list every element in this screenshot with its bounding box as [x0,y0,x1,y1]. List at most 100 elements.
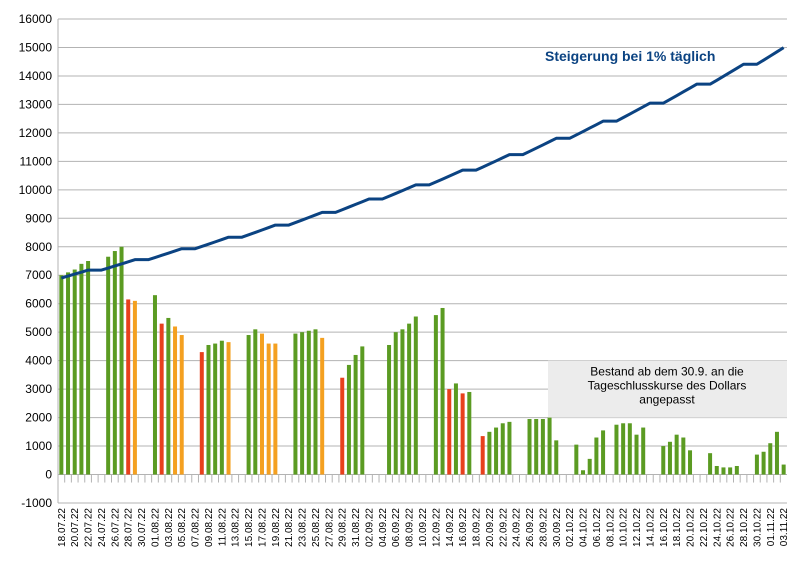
bar [627,423,632,475]
bar [360,346,365,475]
line [60,46,785,280]
x-tick-label: 26.09.22 [525,508,536,547]
x-tick-label: 16.09.22 [458,508,469,547]
bar [199,352,204,475]
x-tick-label: 12.10.22 [632,508,643,547]
bar [132,300,137,475]
bar [119,246,124,475]
bar [219,340,224,475]
bar [728,467,733,475]
bar [273,343,278,475]
bar [393,332,398,475]
bar [614,424,619,475]
x-tick-label: 06.09.22 [391,508,402,547]
x-tick-label: 01.11.22 [766,508,777,547]
y-tick-label: 0 [45,468,52,482]
bar [681,437,686,475]
bar [413,316,418,475]
x-tick-label: 31.08.22 [351,508,362,547]
bar [734,465,739,475]
y-tick-label: 9000 [25,211,52,225]
x-tick-label: 19.08.22 [271,508,282,547]
bar [407,323,412,475]
line-label: Steigerung bei 1% täglich [545,48,715,64]
bar [126,299,131,475]
bar [387,344,392,475]
x-tick-label: 16.10.22 [659,508,670,547]
bar [674,434,679,475]
bar [346,364,351,475]
x-tick-label: 15.08.22 [244,508,255,547]
y-tick-label: 4000 [25,354,52,368]
x-tick-label: 11.08.22 [217,508,228,547]
note-text: Tageschlusskurse des Dollars [588,379,747,393]
bar [79,263,84,475]
x-tick-label: 30.10.22 [752,508,763,547]
bar [487,431,492,475]
bar [173,326,178,475]
bar [467,391,472,475]
bar [540,419,545,475]
bar [534,419,539,475]
bar [774,431,779,475]
bar [440,307,445,475]
bar [253,329,258,475]
bar [500,423,505,475]
bar [206,344,211,475]
x-tick-label: 30.07.22 [137,508,148,547]
x-tick-label: 14.09.22 [445,508,456,547]
bar [708,453,713,475]
y-tick-label: 2000 [25,411,52,425]
bar [353,354,358,475]
x-tick-label: 07.08.22 [191,508,202,547]
y-tick-label: 13000 [19,97,53,111]
y-tick-label: 1000 [25,439,52,453]
bar [213,343,218,475]
x-tick-label: 28.10.22 [739,508,750,547]
x-tick-label: 22.07.22 [84,508,95,547]
x-tick-label: 04.09.22 [378,508,389,547]
bar [179,335,184,475]
x-tick-label: 20.07.22 [70,508,81,547]
bar [300,332,305,475]
bar [480,436,485,475]
bar [453,383,458,475]
x-tick-label: 24.09.22 [512,508,523,547]
y-tick-label: 16000 [19,12,53,26]
bar [66,272,71,475]
bar [634,434,639,475]
bar [688,450,693,475]
bar [447,389,452,475]
bar [433,315,438,475]
x-tick-label: 25.08.22 [311,508,322,547]
x-tick-label: 09.08.22 [204,508,215,547]
bar [587,458,592,475]
bar [72,269,77,475]
bar [306,330,311,475]
x-tick-label: 13.08.22 [231,508,242,547]
bar [721,467,726,475]
bar [266,343,271,475]
x-tick-label: 30.09.22 [552,508,563,547]
x-tick-label: 29.08.22 [338,508,349,547]
x-tick-label: 03.08.22 [164,508,175,547]
y-tick-label: 10000 [19,183,53,197]
bar [667,441,672,475]
x-tick-label: 08.10.22 [605,508,616,547]
x-tick-label: 28.09.22 [538,508,549,547]
bar [754,454,759,475]
bar [320,337,325,475]
bar [246,335,251,475]
bar [594,437,599,475]
y-tick-label: 5000 [25,325,52,339]
x-tick-label: 20.10.22 [686,508,697,547]
x-tick-label: 18.09.22 [472,508,483,547]
x-tick-label: 22.10.22 [699,508,710,547]
bar [601,430,606,475]
note-box [548,360,787,418]
note-text: angepasst [639,393,695,407]
note-text: Bestand ab dem 30.9. an die [590,365,744,379]
y-tick-label: 14000 [19,69,53,83]
y-tick-label: 11000 [20,154,53,168]
